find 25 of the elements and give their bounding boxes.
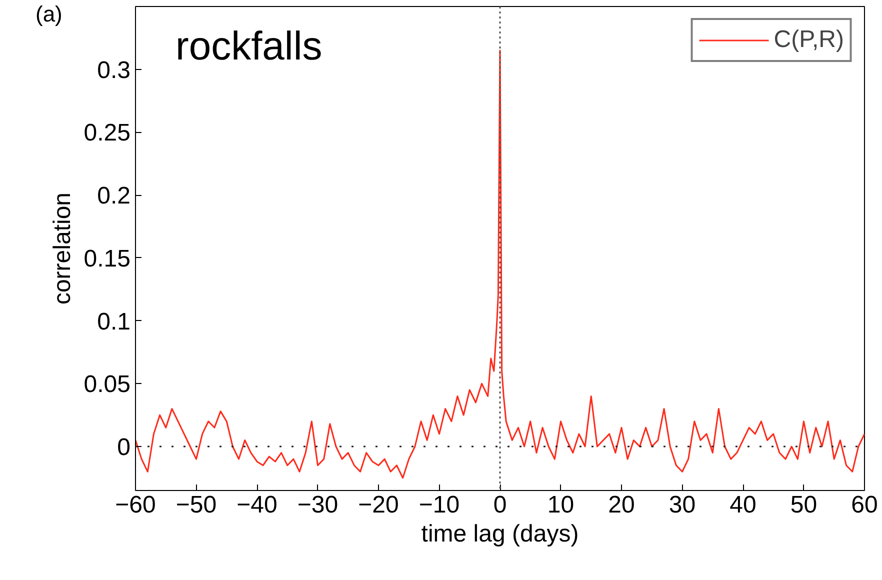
y-tick-label: 0.05 [84, 371, 131, 398]
legend-label: C(P,R) [774, 26, 844, 54]
y-tick-label: 0 [117, 434, 131, 461]
x-axis-title: time lag (days) [421, 520, 579, 548]
x-tick-label: 60 [851, 492, 878, 518]
y-axis-title: correlation [48, 192, 76, 305]
x-tick-label: 40 [730, 492, 756, 518]
x-tick-label: 30 [668, 492, 696, 518]
x-tick-label: −50 [176, 492, 217, 518]
y-tick-label: 0.2 [97, 182, 131, 210]
text: (a) [36, 2, 62, 26]
x-tick-label: −10 [418, 492, 460, 518]
x-tick-label: −40 [236, 492, 278, 518]
y-tick-label: 0.15 [84, 245, 131, 272]
y-tick-label: 0.25 [84, 120, 131, 147]
x-tick-label: 10 [547, 492, 574, 518]
x-tick-label: −30 [297, 492, 338, 518]
y-tick-label: 0.3 [97, 56, 131, 84]
x-tick-label: 0 [493, 492, 507, 518]
x-tick-label: 20 [608, 492, 635, 518]
annotation: rockfalls [176, 24, 322, 68]
x-tick-label: 50 [790, 492, 818, 518]
x-tick-label: −60 [115, 492, 156, 518]
y-tick-label: 0.1 [97, 308, 131, 336]
x-tick-label: −20 [358, 492, 399, 518]
